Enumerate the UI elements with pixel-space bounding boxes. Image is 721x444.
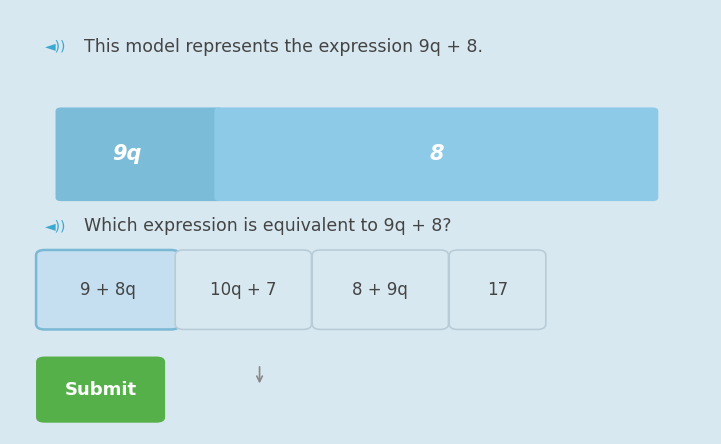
FancyBboxPatch shape: [36, 250, 180, 329]
FancyBboxPatch shape: [36, 357, 165, 423]
Text: 17: 17: [487, 281, 508, 299]
FancyBboxPatch shape: [56, 107, 224, 201]
Text: Submit: Submit: [64, 381, 137, 399]
Text: 9 + 8q: 9 + 8q: [80, 281, 136, 299]
Text: ◄)): ◄)): [45, 219, 66, 234]
FancyBboxPatch shape: [449, 250, 546, 329]
FancyBboxPatch shape: [214, 107, 658, 201]
Text: 10q + 7: 10q + 7: [210, 281, 277, 299]
Text: ◄)): ◄)): [45, 40, 66, 54]
Text: 8 + 9q: 8 + 9q: [353, 281, 408, 299]
Text: 9q: 9q: [112, 144, 142, 164]
Text: Which expression is equivalent to 9q + 8?: Which expression is equivalent to 9q + 8…: [84, 218, 452, 235]
Text: 8: 8: [429, 144, 443, 164]
FancyBboxPatch shape: [175, 250, 311, 329]
Text: This model represents the expression 9q + 8.: This model represents the expression 9q …: [84, 38, 483, 56]
FancyBboxPatch shape: [312, 250, 448, 329]
